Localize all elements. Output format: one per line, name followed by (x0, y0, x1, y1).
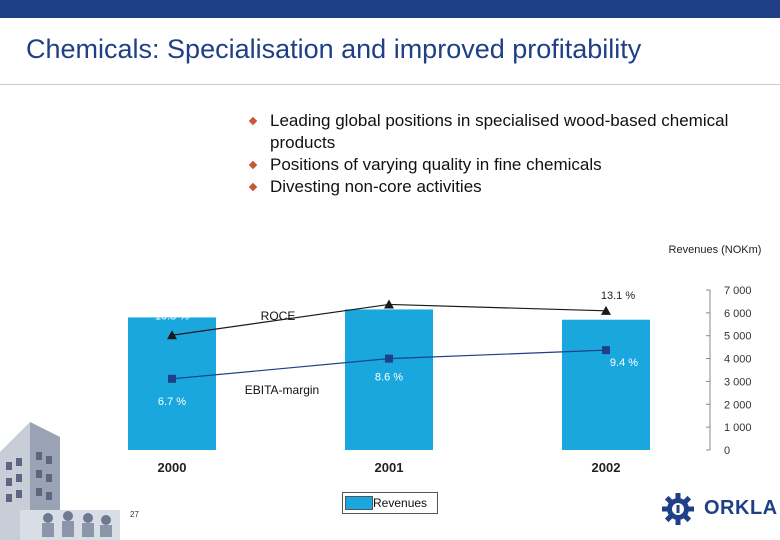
diamond-bullet-icon (248, 116, 258, 126)
title-divider (0, 84, 780, 85)
bullet-text: Leading global positions in specialised … (270, 111, 729, 152)
slide-title: Chemicals: Specialisation and improved p… (26, 34, 642, 64)
revenue-bar (345, 309, 433, 450)
y-tick-label: 4 000 (724, 354, 752, 366)
page-number: 27 (130, 510, 139, 519)
legend-swatch-revenues (345, 496, 373, 510)
y-tick-label: 2 000 (724, 399, 752, 411)
ebita-data-label: 8.6 % (375, 372, 403, 384)
orkla-logo: ORKLA (660, 492, 777, 526)
ebita-marker (602, 346, 610, 355)
revenue-bar (562, 319, 650, 450)
roce-marker (167, 330, 177, 340)
office-building-photo (0, 412, 120, 540)
diamond-bullet-icon (248, 182, 258, 192)
y-tick-label: 7 000 (724, 285, 752, 297)
bullet-item: Divesting non-core activities (248, 176, 768, 198)
ebita-marker (385, 354, 393, 363)
top-brand-bar (0, 0, 780, 18)
bullet-item: Positions of varying quality in fine che… (248, 154, 768, 176)
y-tick-label: 0 (724, 445, 730, 457)
y-tick-label: 3 000 (724, 376, 752, 388)
x-tick-label: 2001 (375, 460, 404, 475)
bullet-list: Leading global positions in specialised … (248, 110, 768, 198)
gear-logo-icon (662, 493, 694, 525)
y-tick-label: 1 000 (724, 422, 752, 434)
ebita-data-label: 6.7 % (158, 396, 186, 408)
legend-label-revenues: Revenues (373, 496, 428, 510)
logo-text: ORKLA (704, 497, 778, 519)
ebita-data-label: 9.4 % (610, 357, 638, 369)
roce-series-label: ROCE (261, 309, 296, 323)
y-axis-title: Revenues (NOKm) (668, 244, 762, 256)
roce-data-label: 13.1 % (601, 290, 635, 302)
chart-legend: Revenues (342, 492, 438, 514)
x-tick-label: 2002 (592, 460, 621, 475)
diamond-bullet-icon (248, 160, 258, 170)
y-tick-label: 5 000 (724, 331, 752, 343)
ebita-marker (168, 374, 176, 383)
revenue-roce-chart: 2000 2001 2002 7 000 6 000 5 000 4 000 3 000 2 0… (128, 281, 752, 475)
revenue-bar (128, 317, 216, 450)
bullet-text: Divesting non-core activities (270, 177, 482, 196)
bullet-text: Positions of varying quality in fine che… (270, 155, 602, 174)
roce-data-label: 10.8 % (155, 310, 189, 322)
y-tick-label: 6 000 (724, 308, 752, 320)
ebita-series-label: EBITA-margin (245, 383, 319, 397)
bullet-item: Leading global positions in specialised … (248, 110, 768, 154)
x-tick-label: 2000 (158, 460, 187, 475)
roce-marker (384, 299, 394, 309)
roce-marker (601, 305, 611, 315)
roce-data-label: 13.7 % (372, 281, 406, 293)
